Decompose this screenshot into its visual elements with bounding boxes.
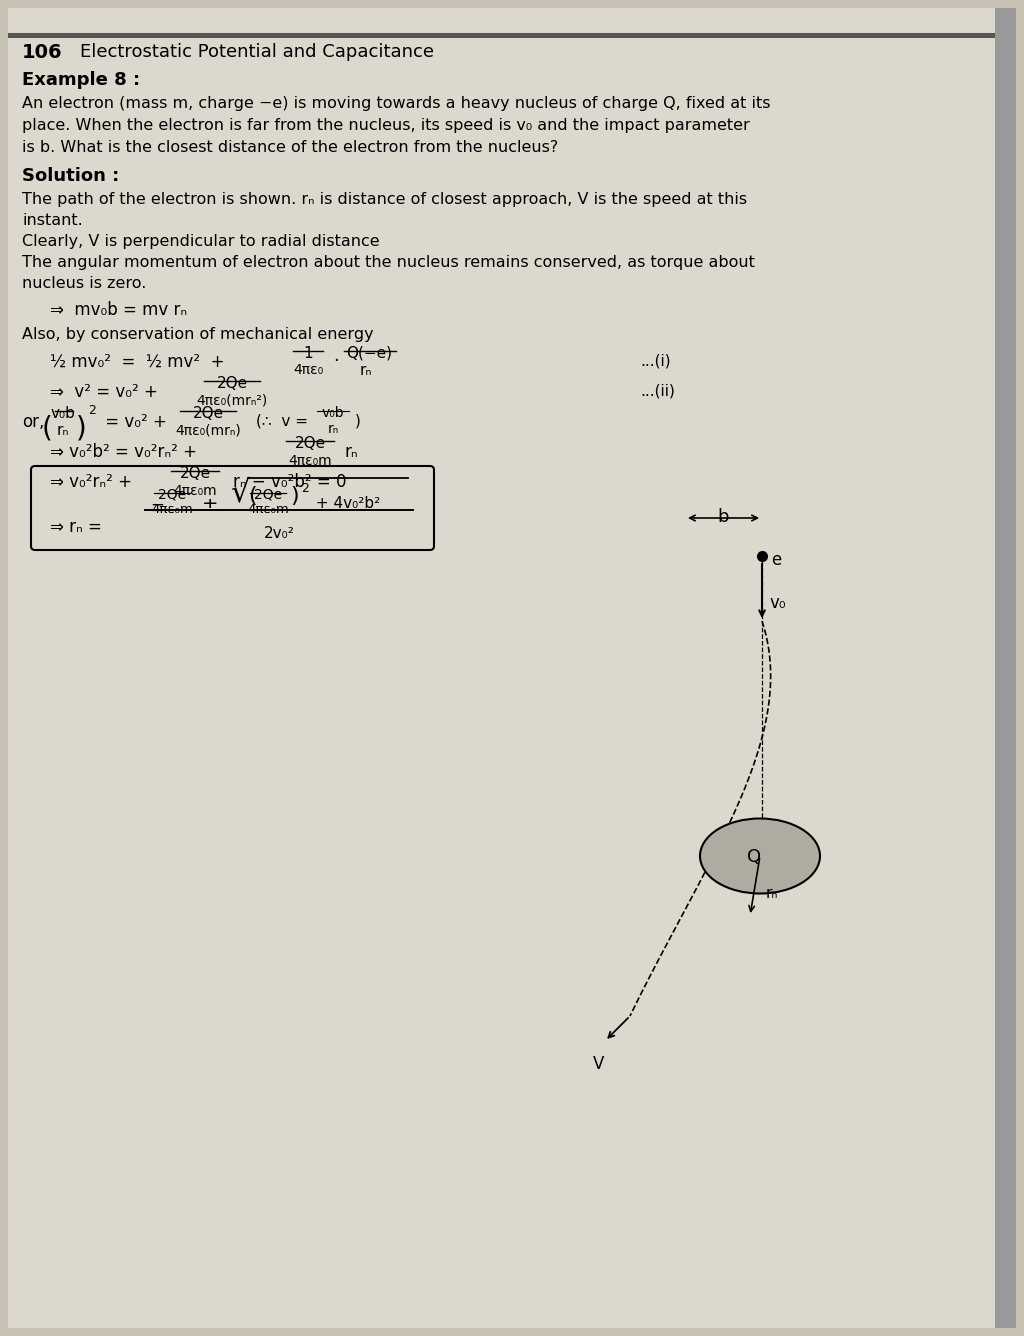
Bar: [995, 8, 1016, 1328]
Text: (: (: [42, 415, 53, 444]
Text: v₀b: v₀b: [50, 406, 76, 421]
Text: ·: ·: [333, 351, 339, 370]
Text: Electrostatic Potential and Capacitance: Electrostatic Potential and Capacitance: [80, 43, 434, 61]
Text: ½ mv₀²  =  ½ mv²  +: ½ mv₀² = ½ mv² +: [50, 353, 224, 371]
Text: ±: ±: [202, 496, 218, 514]
Text: 4πε₀m: 4πε₀m: [152, 502, 193, 516]
Bar: [8, 33, 995, 37]
Text: ): ): [355, 413, 360, 428]
Text: or,: or,: [22, 413, 44, 432]
Text: Example 8 :: Example 8 :: [22, 71, 140, 90]
Text: rₙ: rₙ: [344, 444, 357, 461]
Text: ...(ii): ...(ii): [640, 383, 675, 398]
Text: Solution :: Solution :: [22, 167, 119, 184]
Text: v₀: v₀: [770, 595, 786, 612]
Text: b: b: [718, 508, 729, 526]
Text: 4πε₀(mrₙ): 4πε₀(mrₙ): [175, 424, 241, 438]
Text: −: −: [150, 496, 164, 514]
Text: 4πε₀m: 4πε₀m: [247, 502, 289, 516]
Text: 2: 2: [88, 403, 96, 417]
Text: v₀b: v₀b: [322, 406, 344, 420]
Text: ...(i): ...(i): [640, 353, 671, 367]
Text: 4πε₀: 4πε₀: [293, 363, 323, 377]
Text: Clearly, V is perpendicular to radial distance: Clearly, V is perpendicular to radial di…: [22, 234, 380, 248]
Text: 2Qe: 2Qe: [158, 488, 186, 502]
Text: instant.: instant.: [22, 212, 83, 228]
Text: V: V: [593, 1055, 604, 1073]
Text: rₙ: rₙ: [56, 424, 70, 438]
Text: 1: 1: [303, 346, 312, 361]
Text: 2Qe: 2Qe: [295, 436, 326, 452]
Text: 2: 2: [301, 482, 309, 496]
Text: 2v₀²: 2v₀²: [263, 526, 295, 541]
Text: Also, by conservation of mechanical energy: Also, by conservation of mechanical ener…: [22, 327, 374, 342]
Text: nucleus is zero.: nucleus is zero.: [22, 277, 146, 291]
Text: ⇒ v₀²b² = v₀²rₙ² +: ⇒ v₀²b² = v₀²rₙ² +: [50, 444, 197, 461]
Text: ⇒  v² = v₀² +: ⇒ v² = v₀² +: [50, 383, 158, 401]
Text: e: e: [771, 550, 781, 569]
Text: ⇒  mv₀b = mv rₙ: ⇒ mv₀b = mv rₙ: [50, 301, 187, 319]
Ellipse shape: [700, 819, 820, 894]
Text: 4πε₀m: 4πε₀m: [173, 484, 217, 498]
Text: (∴  v =: (∴ v =: [256, 413, 308, 428]
Text: The angular momentum of electron about the nucleus remains conserved, as torque : The angular momentum of electron about t…: [22, 255, 755, 270]
Text: 2Qe: 2Qe: [193, 406, 223, 421]
Text: place. When the electron is far from the nucleus, its speed is v₀ and the impact: place. When the electron is far from the…: [22, 118, 750, 134]
Text: ): ): [290, 486, 299, 506]
Text: 2Qe: 2Qe: [179, 466, 211, 481]
Text: (: (: [248, 486, 257, 506]
Text: rₙ: rₙ: [328, 422, 339, 436]
Text: rₙ: rₙ: [766, 886, 778, 900]
Text: 4πε₀(mrₙ²): 4πε₀(mrₙ²): [197, 394, 267, 407]
Text: rₙ: rₙ: [359, 363, 373, 378]
Text: is b. What is the closest distance of the electron from the nucleus?: is b. What is the closest distance of th…: [22, 140, 558, 155]
Text: ⇒ rₙ =: ⇒ rₙ =: [50, 518, 101, 536]
Text: ⇒ v₀²rₙ² +: ⇒ v₀²rₙ² +: [50, 473, 132, 492]
Text: rₙ − v₀²b² = 0: rₙ − v₀²b² = 0: [233, 473, 346, 492]
Text: The path of the electron is shown. rₙ is distance of closest approach, V is the : The path of the electron is shown. rₙ is…: [22, 192, 748, 207]
Text: √: √: [230, 478, 250, 508]
Text: 2Qe: 2Qe: [216, 375, 248, 391]
Text: = v₀² +: = v₀² +: [100, 413, 167, 432]
Text: ): ): [76, 415, 87, 444]
Text: 2Qe: 2Qe: [254, 488, 282, 502]
Text: 106: 106: [22, 43, 62, 61]
Text: 4πε₀m: 4πε₀m: [288, 454, 332, 468]
Text: Q(−e): Q(−e): [346, 346, 392, 361]
Text: + 4v₀²b²: + 4v₀²b²: [311, 496, 380, 510]
Text: Q: Q: [746, 848, 761, 866]
Text: An electron (mass m, charge −e) is moving towards a heavy nucleus of charge Q, f: An electron (mass m, charge −e) is movin…: [22, 96, 770, 111]
